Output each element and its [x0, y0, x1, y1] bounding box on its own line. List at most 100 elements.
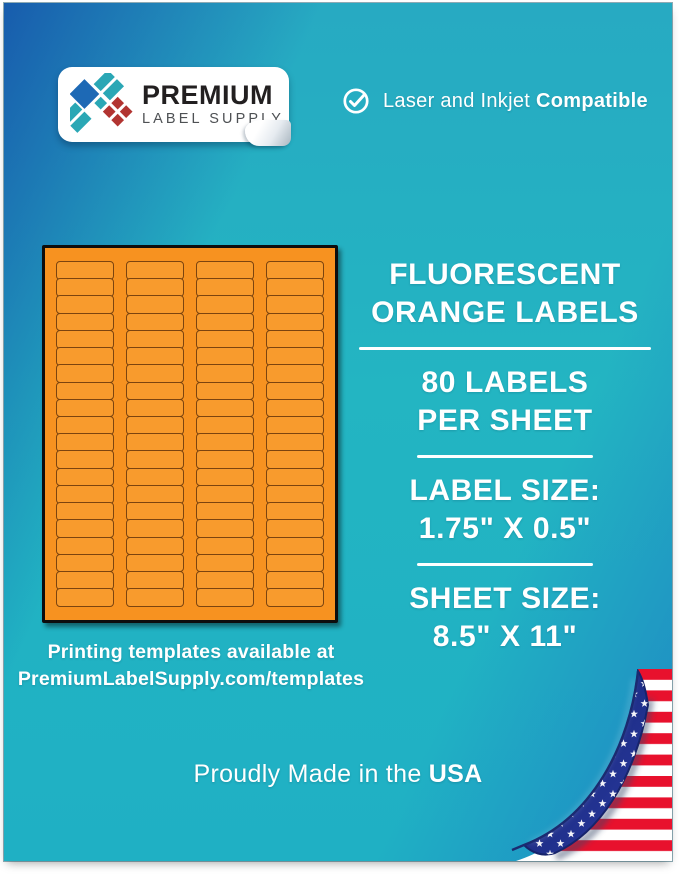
label-cell: [266, 329, 324, 349]
label-cell: [56, 398, 114, 418]
label-cell: [266, 502, 324, 521]
label-cell: [56, 484, 114, 504]
label-cell: [266, 588, 324, 607]
label-cell: [56, 519, 114, 538]
label-cell: [196, 536, 254, 556]
label-column: [56, 261, 114, 607]
label-cell: [56, 467, 114, 487]
label-count-line2: PER SHEET: [417, 404, 593, 437]
label-cell: [196, 502, 254, 521]
brand-logo-text: PREMIUM LABEL SUPPLY: [142, 82, 284, 127]
label-cell: [266, 484, 324, 504]
label-cell: [266, 553, 324, 573]
label-cell: [266, 570, 324, 590]
label-cell: [126, 295, 184, 315]
label-cell: [56, 381, 114, 401]
label-column: [266, 261, 324, 607]
label-cell: [196, 467, 254, 487]
brand-logo: PREMIUM LABEL SUPPLY: [58, 67, 291, 146]
product-image-canvas: PREMIUM LABEL SUPPLY Laser and Inkjet Co…: [4, 3, 672, 861]
label-cell: [126, 329, 184, 349]
label-cell: [126, 347, 184, 366]
label-cell: [126, 398, 184, 418]
label-cell: [196, 484, 254, 504]
label-cell: [266, 398, 324, 418]
label-cell: [266, 278, 324, 297]
label-cell: [266, 519, 324, 538]
label-sheet: [42, 245, 338, 623]
label-cell: [126, 261, 184, 280]
label-cell: [126, 364, 184, 384]
product-title-line1: FLUORESCENT: [389, 258, 621, 291]
label-cell: [56, 536, 114, 556]
label-column: [126, 261, 184, 607]
label-cell: [56, 261, 114, 280]
label-cell: [126, 415, 184, 435]
label-cell: [56, 553, 114, 573]
page-curl-edge: [511, 670, 640, 852]
label-column: [196, 261, 254, 607]
label-cell: [56, 450, 114, 470]
label-cell: [266, 450, 324, 470]
label-cell: [126, 433, 184, 452]
label-cell: [126, 381, 184, 401]
label-cell: [266, 433, 324, 452]
label-cell: [266, 381, 324, 401]
label-cell: [56, 329, 114, 349]
label-cell: [56, 433, 114, 452]
brand-name-secondary: LABEL SUPPLY: [142, 111, 284, 128]
label-cell: [126, 588, 184, 607]
label-cell: [196, 329, 254, 349]
divider: [417, 455, 593, 458]
label-cell: [196, 278, 254, 297]
label-count-line1: 80 LABELS: [421, 366, 589, 399]
usa-flag-page-curl: [511, 669, 672, 861]
label-cell: [266, 364, 324, 384]
label-cell: [56, 312, 114, 332]
label-cell: [56, 364, 114, 384]
label-cell: [126, 467, 184, 487]
label-cell: [196, 347, 254, 366]
label-cell: [126, 278, 184, 297]
made-in-usa-text: Proudly Made in the USA: [193, 760, 483, 788]
label-cell: [196, 570, 254, 590]
label-cell: [196, 450, 254, 470]
templates-note-line2: PremiumLabelSupply.com/templates: [17, 668, 365, 691]
label-cell: [126, 450, 184, 470]
divider: [417, 563, 593, 566]
label-cell: [126, 536, 184, 556]
templates-note-line1: Printing templates available at: [47, 641, 335, 663]
label-cell: [56, 502, 114, 521]
label-cell: [56, 588, 114, 607]
sheet-size-value: 8.5" X 11": [432, 620, 578, 653]
sheet-size-heading: SHEET SIZE:: [409, 582, 601, 615]
check-circle-icon: [343, 88, 369, 114]
label-cell: [196, 433, 254, 452]
label-cell: [266, 347, 324, 366]
label-cell: [266, 261, 324, 280]
label-cell: [196, 553, 254, 573]
label-cell: [56, 415, 114, 435]
label-cell: [266, 312, 324, 332]
label-cell: [266, 295, 324, 315]
label-cell: [126, 553, 184, 573]
label-cell: [196, 519, 254, 538]
label-cell: [196, 261, 254, 280]
compatibility-banner: Laser and Inkjet Compatible: [342, 86, 662, 116]
brand-name-primary: PREMIUM: [142, 80, 273, 111]
label-cell: [126, 519, 184, 538]
label-cell: [196, 312, 254, 332]
product-title-line2: ORANGE LABELS: [371, 296, 639, 329]
label-cell: [126, 312, 184, 332]
label-cell: [196, 415, 254, 435]
label-cell: [266, 415, 324, 435]
compatibility-text: Laser and Inkjet Compatible: [383, 89, 648, 112]
label-cell: [126, 570, 184, 590]
label-cell: [126, 484, 184, 504]
label-cell: [56, 347, 114, 366]
label-cell: [196, 381, 254, 401]
label-size-value: 1.75" X 0.5": [418, 512, 592, 545]
product-info-panel: FLUORESCENT ORANGE LABELS 80 LABELS PER …: [354, 256, 656, 656]
label-cell: [266, 467, 324, 487]
label-cell: [196, 364, 254, 384]
